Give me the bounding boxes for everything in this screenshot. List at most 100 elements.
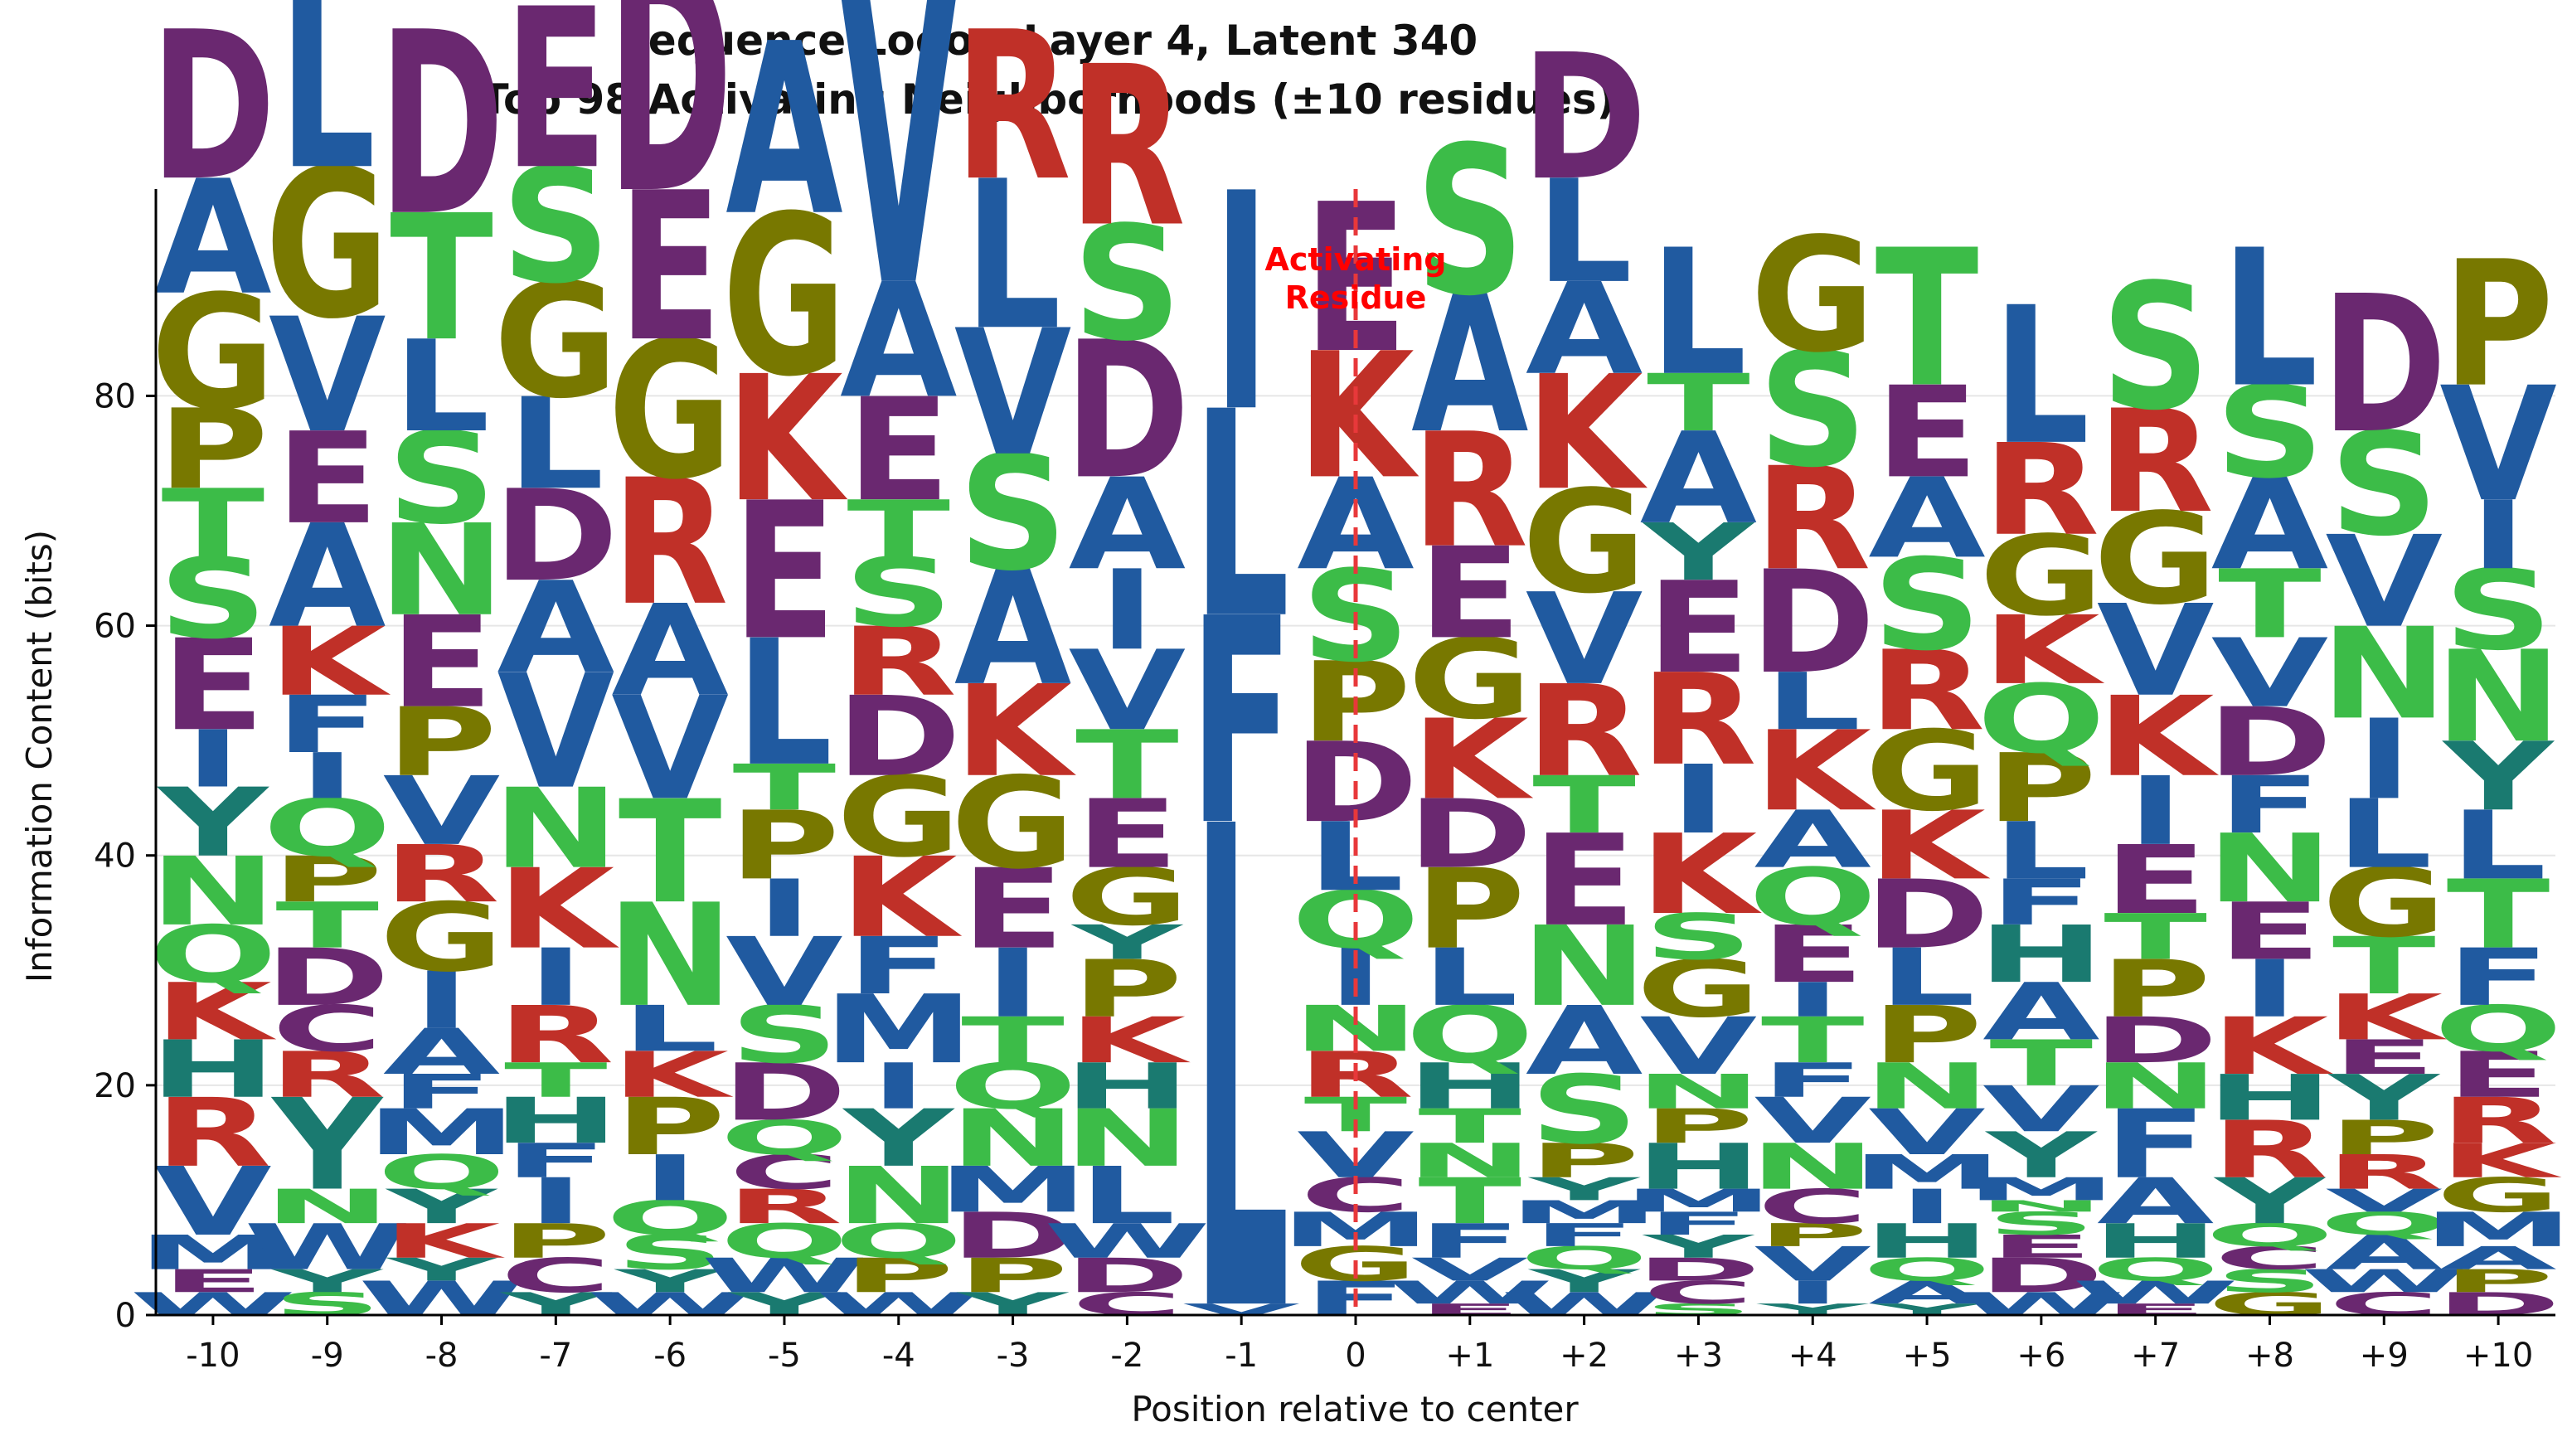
logo-letter: W <box>2300 1263 2468 1299</box>
logo-letter: A <box>2326 1225 2443 1280</box>
logo-letter: G <box>2436 1167 2560 1222</box>
logo-letter: T <box>504 1053 608 1108</box>
logo-letter: S <box>502 135 611 318</box>
logo-letter: R <box>1526 658 1643 805</box>
logo-letter: Q <box>720 1214 848 1269</box>
logo-letter: I <box>1784 1274 1841 1311</box>
logo-letter: W <box>1386 1274 1554 1311</box>
logo-letter: V <box>1640 1002 1757 1093</box>
logo-letter: E <box>1989 1229 2093 1265</box>
logo-letter: M <box>938 1153 1089 1226</box>
logo-letter: F <box>1989 866 2093 939</box>
logo-letter: N <box>378 497 505 644</box>
logo-letter: Y <box>1642 507 1755 599</box>
logo-letter: L <box>1422 933 1518 1024</box>
x-tick-label: +5 <box>1903 1337 1952 1375</box>
logo-letter: T <box>1532 760 1636 852</box>
logo-letter: T <box>1647 358 1750 449</box>
logo-letter: S <box>1987 1206 2096 1242</box>
x-tick-label: +2 <box>1560 1337 1609 1375</box>
logo-letter: A <box>154 146 271 329</box>
logo-letter: E <box>2332 1030 2436 1085</box>
logo-letter: C <box>272 993 383 1065</box>
logo-letter: L <box>1193 691 1289 1453</box>
logo-letter: L <box>964 138 1060 376</box>
logo-letter: A <box>1868 1274 1985 1311</box>
logo-letter: D <box>1065 301 1191 522</box>
logo-letter: N <box>149 837 276 946</box>
logo-letter: Y <box>156 768 269 877</box>
logo-letter: K <box>1069 1004 1191 1077</box>
logo-letter: I <box>985 929 1041 1038</box>
logo-letter: D <box>493 463 619 609</box>
logo-letter: K <box>1640 811 1763 939</box>
logo-letter: D <box>950 1200 1076 1273</box>
x-tick-label: +8 <box>2245 1337 2294 1375</box>
logo-letter: T <box>1876 209 1979 430</box>
logo-letter: E <box>733 462 837 682</box>
logo-letter: G <box>722 168 847 425</box>
logo-letter: V <box>2326 1182 2443 1219</box>
logo-letter: T <box>1418 1099 1521 1153</box>
logo-letter: S <box>1415 103 1525 342</box>
logo-letter: G <box>1522 460 1647 625</box>
logo-letter: M <box>1966 1171 2117 1207</box>
logo-letter: Y <box>1070 915 1184 969</box>
logo-letter: D <box>836 673 962 802</box>
logo-letter: M <box>823 975 974 1085</box>
logo-letter: R <box>2326 1145 2443 1200</box>
logo-letter: K <box>1868 791 1991 900</box>
x-tick-label: +10 <box>2463 1337 2533 1375</box>
logo-letter: Y <box>2327 1061 2440 1134</box>
logo-letter: L <box>1879 933 1975 1024</box>
logo-letter: F <box>1647 1206 1750 1242</box>
logo-letter: G <box>1979 512 2104 641</box>
logo-letter: F <box>390 1065 493 1119</box>
logo-letter: N <box>949 1094 1076 1185</box>
logo-letter: T <box>2104 900 2207 973</box>
logo-letter: P <box>1986 734 2097 843</box>
logo-letter: E <box>161 1263 264 1299</box>
logo-letter: I <box>1784 973 1841 1027</box>
logo-letter: D <box>1521 18 1648 220</box>
logo-letter: R <box>2097 380 2214 545</box>
logo-letter: T <box>961 1004 1065 1077</box>
y-tick-label: 20 <box>94 1067 136 1105</box>
logo-letter: N <box>264 1179 391 1234</box>
logo-letter: L <box>2450 791 2546 900</box>
logo-letter: A <box>1982 967 2099 1058</box>
logo-letter: S <box>2215 1263 2325 1299</box>
logo-letter: T <box>619 770 722 935</box>
logo-letter: L <box>1079 1151 1175 1242</box>
logo-letter: P <box>1071 944 1182 1035</box>
logo-letter: H <box>1406 1051 1533 1124</box>
logo-letter: W <box>2072 1274 2240 1311</box>
logo-letter: N <box>1978 1197 2104 1216</box>
logo-letter: F <box>1761 1053 1865 1108</box>
logo-letter: E <box>619 149 722 388</box>
logo-letter: R <box>726 1179 843 1234</box>
logo-letter: G <box>1636 944 1760 1035</box>
logo-letter: N <box>2092 1051 2219 1124</box>
logo-letter: Q <box>2091 1251 2220 1288</box>
logo-letter: E <box>1532 808 1636 954</box>
logo-letter: I <box>2241 944 2298 1035</box>
logo-letter: E <box>1418 520 1521 667</box>
logo-letter: N <box>607 873 734 1038</box>
logo-letter: Q <box>1749 852 1877 944</box>
logo-letter: L <box>2221 209 2317 430</box>
logo-letter: Y <box>385 1251 498 1288</box>
logo-letter: G <box>951 750 1075 897</box>
logo-letter: M <box>2423 1202 2572 1257</box>
chart-subtitle: Top 98 Activating Neighborhoods (±10 res… <box>481 75 1616 124</box>
logo-letter: H <box>1064 1051 1191 1124</box>
